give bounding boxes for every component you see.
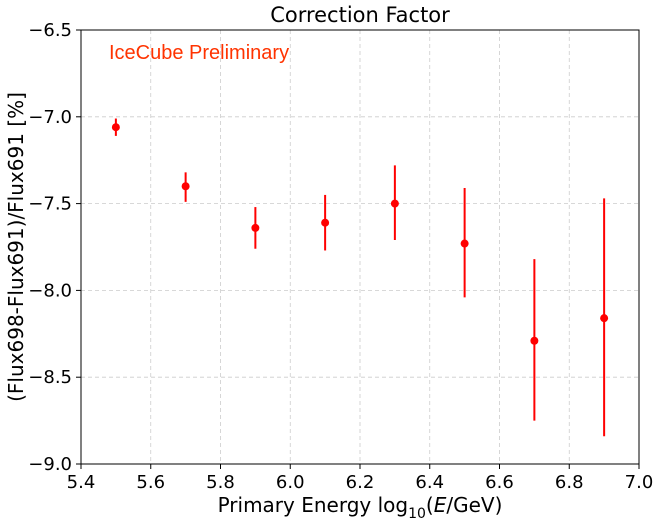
data-point	[460, 239, 469, 248]
chart-title: Correction Factor	[270, 3, 450, 27]
y-axis-title: (Flux698-Flux691)/Flux691 [%]	[4, 92, 28, 402]
x-axis-title-variable: E	[434, 493, 447, 517]
y-tick-label: −6.5	[28, 20, 72, 41]
y-tick-label: −7.5	[28, 194, 72, 215]
x-tick-label: 6.0	[276, 472, 305, 493]
x-tick-label: 7.0	[625, 472, 654, 493]
x-tick-label: 5.8	[206, 472, 235, 493]
y-tick-labels: −9.0 −8.5 −8.0 −7.5 −7.0 −6.5	[28, 20, 72, 475]
ticks	[76, 29, 640, 469]
data-point	[251, 223, 260, 232]
y-tick-label: −9.0	[28, 454, 72, 475]
data-point	[530, 336, 539, 345]
x-tick-label: 6.4	[415, 472, 444, 493]
x-axis-title-subscript: 10	[408, 506, 426, 522]
y-tick-label: −7.0	[28, 107, 72, 128]
watermark-annotation: IceCube Preliminary	[109, 42, 289, 64]
x-axis-title-suffix: /GeV)	[446, 493, 502, 517]
x-tick-label: 6.2	[346, 472, 375, 493]
x-tick-label: 5.4	[67, 472, 96, 493]
data-point	[111, 123, 120, 132]
y-tick-label: −8.0	[28, 280, 72, 301]
x-axis-title-prefix: Primary Energy log	[218, 493, 409, 517]
data-points	[111, 118, 609, 437]
data-point	[600, 314, 609, 323]
data-point	[390, 199, 399, 208]
x-tick-label: 6.6	[485, 472, 514, 493]
x-axis-title: Primary Energy log10(E/GeV)	[218, 493, 503, 522]
x-tick-label: 6.8	[555, 472, 584, 493]
x-tick-labels: 5.4 5.6 5.8 6.0 6.2 6.4 6.6 6.8 7.0	[67, 472, 654, 493]
y-tick-label: −8.5	[28, 367, 72, 388]
x-tick-label: 5.6	[136, 472, 165, 493]
data-point	[321, 218, 330, 227]
data-point	[181, 182, 190, 191]
x-axis-title-open: (	[426, 493, 434, 517]
